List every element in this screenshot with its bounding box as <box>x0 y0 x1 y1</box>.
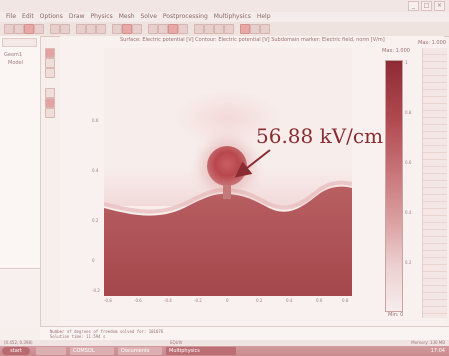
menu-physics[interactable]: Physics <box>90 13 113 20</box>
colorbar-min-label: Min: 0 <box>388 312 404 318</box>
model-tree-panel: Geom1 Model <box>0 36 41 327</box>
boundary-icon[interactable] <box>204 24 214 34</box>
minimize-button[interactable]: _ <box>408 1 419 11</box>
menu-options[interactable]: Options <box>39 13 63 20</box>
log-line: Number of degrees of freedom solved for:… <box>50 329 164 334</box>
intersection-tool-icon[interactable] <box>45 108 55 118</box>
properties-panel <box>0 268 40 327</box>
menu-draw[interactable]: Draw <box>68 13 85 20</box>
y-tick: 0 <box>92 258 95 263</box>
ground-surface <box>104 180 352 296</box>
electrode-sphere <box>207 146 247 186</box>
y-tick: 0.6 <box>92 118 99 123</box>
animate-icon[interactable] <box>240 24 250 34</box>
taskbar-item[interactable]: COMSOL <box>70 347 114 355</box>
menu-solve[interactable]: Solve <box>140 13 157 20</box>
draw-mode-icon[interactable] <box>148 24 158 34</box>
y-axis: 0.6 0.4 0.2 0 -0.2 <box>92 48 102 296</box>
plot-title: Surface: Electric potential [V] Contour:… <box>120 37 385 43</box>
copy-icon[interactable] <box>86 24 96 34</box>
max-min-scale-strip <box>422 48 447 318</box>
x-tick: -0.6 <box>134 298 142 303</box>
taskbar-item-active[interactable]: Multiphysics <box>166 347 236 355</box>
colorbar-tick: 1 <box>405 60 408 65</box>
field-strength-label: 56.88 kV/cm <box>256 124 384 148</box>
difference-tool-icon[interactable] <box>45 98 55 108</box>
colorbar-tick: 0.8 <box>405 110 412 115</box>
status-bar: (0.452, 0.398) EQUIV Memory: 130 MB <box>0 340 449 346</box>
y-tick: 0.4 <box>92 168 99 173</box>
draw-toolbar <box>45 48 55 168</box>
x-tick: -0.4 <box>164 298 172 303</box>
taskbar-item[interactable] <box>36 347 66 355</box>
colorbar-max-label: Max: 1.000 <box>382 48 410 54</box>
mesh-mode-icon[interactable] <box>158 24 168 34</box>
field-plot[interactable] <box>104 48 352 296</box>
menu-help[interactable]: Help <box>256 13 271 20</box>
x-tick: 0.2 <box>256 298 263 303</box>
tree-item-model[interactable]: Model <box>8 60 24 66</box>
print-icon[interactable] <box>34 24 44 34</box>
y-tick: -0.2 <box>92 288 100 293</box>
x-axis: -0.8 -0.6 -0.4 -0.2 0 0.2 0.4 0.6 0.8 <box>104 298 352 304</box>
x-tick: 0.4 <box>286 298 293 303</box>
taskbar-clock: 17:04 <box>430 348 445 354</box>
x-tick: 0 <box>226 298 229 303</box>
menu-mesh[interactable]: Mesh <box>118 13 135 20</box>
refine-icon[interactable] <box>250 24 260 34</box>
x-tick: -0.2 <box>194 298 202 303</box>
x-tick: 0.6 <box>316 298 323 303</box>
ellipse-tool-icon[interactable] <box>45 58 55 68</box>
electrode-stem <box>223 185 231 199</box>
right-max-label: Max: 1.000 <box>418 40 446 46</box>
colorbar-ticks: 1 0.8 0.6 0.4 0.2 <box>405 60 425 310</box>
solve-icon[interactable] <box>168 24 178 34</box>
save-icon[interactable] <box>24 24 34 34</box>
new-file-icon[interactable] <box>4 24 14 34</box>
redo-icon[interactable] <box>60 24 70 34</box>
zoom-extents-icon[interactable] <box>132 24 142 34</box>
os-taskbar: start COMSOL Documents Multiphysics 17:0… <box>0 346 449 356</box>
zoom-out-icon[interactable] <box>122 24 132 34</box>
window-controls: _ □ × <box>408 1 445 11</box>
model-tree-header[interactable] <box>2 38 37 47</box>
status-mode[interactable]: EQUIV <box>170 340 183 345</box>
line-tool-icon[interactable] <box>45 68 55 78</box>
subdomain-icon[interactable] <box>194 24 204 34</box>
rectangle-tool-icon[interactable] <box>45 48 55 58</box>
start-button[interactable]: start <box>2 347 30 355</box>
status-memory: Memory: 130 MB <box>411 340 445 345</box>
colorbar <box>385 60 403 312</box>
close-button[interactable]: × <box>434 1 445 11</box>
paste-icon[interactable] <box>96 24 106 34</box>
point-icon[interactable] <box>224 24 234 34</box>
zoom-in-icon[interactable] <box>112 24 122 34</box>
status-coords: (0.452, 0.398) <box>4 340 33 345</box>
y-tick: 0.2 <box>92 218 99 223</box>
x-tick: 0.8 <box>342 298 349 303</box>
tree-item-geom1[interactable]: Geom1 <box>4 52 23 58</box>
log-line: Solution time: 11.594 s <box>50 334 106 339</box>
colorbar-tick: 0.2 <box>405 260 412 265</box>
open-file-icon[interactable] <box>14 24 24 34</box>
message-log: Number of degrees of freedom solved for:… <box>40 326 449 341</box>
colorbar-tick: 0.6 <box>405 160 412 165</box>
taskbar-item[interactable]: Documents <box>118 347 162 355</box>
help-icon[interactable] <box>260 24 270 34</box>
union-tool-icon[interactable] <box>45 88 55 98</box>
cut-icon[interactable] <box>76 24 86 34</box>
menu-multiphysics[interactable]: Multiphysics <box>213 13 251 20</box>
undo-icon[interactable] <box>50 24 60 34</box>
menu-postprocessing[interactable]: Postprocessing <box>162 13 208 20</box>
menu-edit[interactable]: Edit <box>22 13 34 20</box>
x-tick: -0.8 <box>104 298 112 303</box>
main-toolbar <box>0 22 449 37</box>
menu-bar: File Edit Options Draw Physics Mesh Solv… <box>0 12 449 22</box>
edge-icon[interactable] <box>214 24 224 34</box>
menu-file[interactable]: File <box>6 13 17 20</box>
maximize-button[interactable]: □ <box>421 1 432 11</box>
colorbar-tick: 0.4 <box>405 210 412 215</box>
plot-icon[interactable] <box>178 24 188 34</box>
